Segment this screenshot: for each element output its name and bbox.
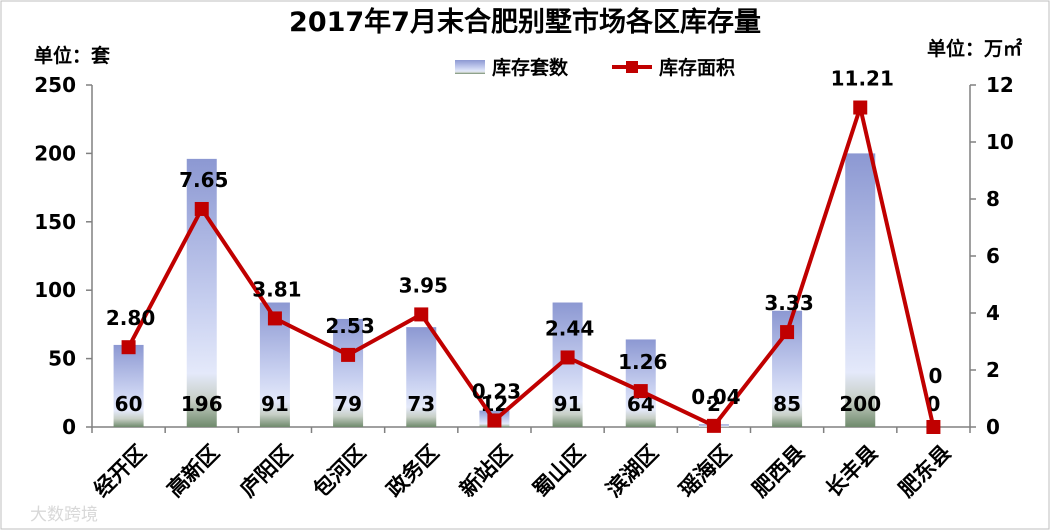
category-label: 经开区 [89, 440, 151, 502]
line-point-marker [487, 413, 502, 428]
legend-line-marker [626, 61, 638, 73]
chart-title: 2017年7月末合肥别墅市场各区库存量 [289, 6, 761, 38]
category-label: 蜀山区 [528, 440, 590, 502]
y-right-tick-label: 0 [986, 415, 1000, 439]
bar [333, 318, 364, 427]
line-point-marker [926, 420, 941, 434]
bar-value-label: 73 [407, 392, 435, 416]
bar [186, 158, 217, 427]
y-right-tick-label: 12 [986, 73, 1014, 97]
line-value-label: 1.26 [618, 350, 667, 374]
line-value-label: 0 [928, 364, 942, 388]
line-value-label: 2.53 [325, 314, 374, 338]
line-point-marker [267, 311, 282, 326]
line-value-label: 3.95 [399, 273, 448, 297]
bar [406, 327, 437, 427]
bar-value-label: 85 [773, 392, 801, 416]
line-value-label: 7.65 [179, 168, 228, 192]
line-point-marker [341, 347, 356, 362]
line-point-marker [560, 350, 575, 365]
category-label: 包河区 [309, 440, 371, 502]
right-axis-unit: 单位：万㎡ [927, 37, 1022, 60]
line-value-label: 0.04 [691, 385, 740, 409]
bar [113, 344, 144, 427]
bar-value-label: 91 [261, 392, 289, 416]
line-point-marker [414, 307, 429, 322]
bar-value-label: 200 [839, 392, 881, 416]
category-label: 高新区 [163, 440, 225, 502]
legend: 库存套数 库存面积 [455, 56, 735, 79]
bar-series [113, 153, 876, 427]
y-right-tick-label: 4 [986, 301, 1000, 325]
y-left-tick-label: 0 [62, 415, 76, 439]
line-value-label: 3.33 [764, 291, 813, 315]
y-right-tick-label: 10 [986, 130, 1014, 154]
y-right-tick-label: 2 [986, 358, 1000, 382]
bar-value-label: 79 [334, 392, 362, 416]
axes: 0 50 100 150 200 250 0 2 4 6 8 10 12 [34, 73, 1014, 439]
bar-labels: 60 196 91 79 73 12 91 64 2 85 200 0 [115, 392, 941, 416]
y-left-tick-label: 100 [34, 278, 76, 302]
y-right-tick-label: 6 [986, 244, 1000, 268]
line-point-marker [853, 100, 868, 115]
bar-value-label: 2 [707, 392, 721, 416]
line-value-label: 2.44 [545, 316, 594, 340]
legend-bar-swatch [455, 60, 485, 74]
line-value-label: 11.21 [831, 67, 894, 91]
line-value-label: 3.81 [252, 277, 301, 301]
legend-line-label: 库存面积 [659, 56, 735, 79]
y-left-tick-label: 250 [34, 73, 76, 97]
category-label: 肥西县 [748, 440, 810, 502]
line-point-marker [121, 340, 136, 355]
category-label: 庐阳区 [236, 440, 298, 502]
bar [625, 339, 656, 427]
bar [845, 153, 876, 427]
y-right-tick-label: 8 [986, 187, 1000, 211]
watermark: 大数跨境 [30, 505, 98, 525]
line-point-marker [706, 418, 721, 433]
category-label: 长丰县 [821, 440, 883, 502]
line-point-marker [633, 384, 648, 399]
category-label: 政务区 [382, 440, 444, 502]
line-point-marker [194, 201, 209, 216]
bar-value-label: 91 [554, 392, 582, 416]
line-series: 2.80 7.65 3.81 2.53 3.95 0.23 2.44 1.26 0.04 3.33… [106, 67, 942, 434]
line-value-label: 0.23 [472, 379, 521, 403]
line-point-marker [780, 325, 795, 340]
line-value-label: 2.80 [106, 306, 155, 330]
category-label: 新站区 [455, 440, 517, 502]
category-label: 肥东县 [894, 440, 956, 502]
bar-value-label: 196 [181, 392, 223, 416]
bar-value-label: 60 [115, 392, 143, 416]
category-label: 瑶海区 [675, 440, 737, 502]
y-left-tick-label: 200 [34, 141, 76, 165]
area-series-line [126, 105, 936, 428]
left-axis-unit: 单位：套 [34, 44, 111, 67]
y-left-tick-label: 150 [34, 210, 76, 234]
category-label: 滨湖区 [602, 440, 664, 502]
y-left-tick-label: 50 [48, 347, 76, 371]
category-labels: 经开区 高新区 庐阳区 包河区 政务区 新站区 蜀山区 滨湖区 瑶海区 肥西县 长丰县 肥东县 [89, 440, 955, 502]
legend-bar-label: 库存套数 [492, 56, 569, 79]
